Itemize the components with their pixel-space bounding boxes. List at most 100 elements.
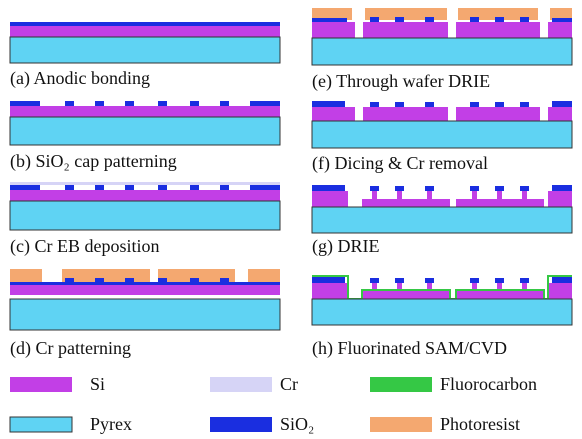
legend-label: Si bbox=[90, 374, 105, 394]
photoresist bbox=[248, 269, 280, 282]
sio2-cap bbox=[250, 185, 280, 190]
sio2-cap bbox=[65, 278, 74, 283]
sio2-cap bbox=[425, 17, 434, 22]
sio2-cap bbox=[65, 185, 74, 190]
sio2-cap bbox=[395, 17, 404, 22]
sio2-cap bbox=[312, 18, 347, 22]
si-layer bbox=[10, 106, 280, 117]
pyrex-layer bbox=[10, 299, 280, 330]
sio2-cap bbox=[65, 101, 74, 106]
si-pillar bbox=[427, 191, 432, 199]
si-layer bbox=[456, 22, 540, 38]
si-layer bbox=[363, 107, 448, 121]
si-pillar bbox=[397, 191, 402, 199]
si-layer bbox=[548, 22, 572, 38]
sio2-cap bbox=[220, 185, 229, 190]
cr-layer bbox=[10, 182, 280, 185]
sio2-cap bbox=[10, 185, 40, 190]
pyrex-layer bbox=[312, 207, 572, 233]
step-caption: (b) SiO₂ cap patterning bbox=[10, 151, 177, 172]
step-caption: (e) Through wafer DRIE bbox=[312, 71, 490, 92]
photoresist bbox=[10, 269, 42, 282]
sio2-cap bbox=[495, 102, 504, 107]
step-caption: (h) Fluorinated SAM/CVD bbox=[312, 338, 507, 359]
sio2-cap bbox=[190, 278, 199, 283]
sio2-cap bbox=[10, 101, 40, 106]
sio2-cap bbox=[425, 186, 434, 191]
si-layer bbox=[312, 283, 348, 299]
sio2-cap bbox=[495, 186, 504, 191]
sio2-cap bbox=[520, 102, 529, 107]
legend-swatch bbox=[10, 377, 72, 392]
si-layer bbox=[10, 285, 280, 295]
sio2-cap bbox=[312, 185, 345, 191]
step-caption: (a) Anodic bonding bbox=[10, 68, 150, 89]
pyrex-layer bbox=[312, 121, 572, 148]
sio2-cap bbox=[370, 278, 379, 283]
si-layer bbox=[456, 291, 544, 299]
sio2-cap bbox=[158, 185, 167, 190]
sio2-cap bbox=[220, 101, 229, 106]
sio2-cap bbox=[370, 186, 379, 191]
sio2-layer bbox=[10, 282, 280, 285]
sio2-cap bbox=[425, 102, 434, 107]
si-pillar bbox=[472, 191, 477, 199]
step-caption: (g) DRIE bbox=[312, 236, 379, 257]
sio2-cap bbox=[520, 278, 529, 283]
sio2-cap bbox=[552, 101, 572, 107]
legend-label: Photoresist bbox=[440, 414, 520, 434]
si-pillar bbox=[522, 191, 527, 199]
si-pillar bbox=[372, 191, 377, 199]
legend-swatch bbox=[370, 377, 432, 392]
sio2-cap bbox=[158, 101, 167, 106]
pyrex-layer bbox=[10, 37, 280, 63]
si-layer bbox=[362, 199, 450, 207]
sio2-cap bbox=[370, 17, 379, 22]
si-layer bbox=[10, 190, 280, 201]
si-layer bbox=[548, 107, 572, 121]
sio2-cap bbox=[125, 101, 134, 106]
legend-label: SiO₂ bbox=[280, 414, 314, 434]
pyrex-layer bbox=[10, 117, 280, 145]
si-layer bbox=[10, 26, 280, 37]
legend-swatch bbox=[210, 377, 272, 392]
sio2-cap bbox=[520, 186, 529, 191]
sio2-cap bbox=[250, 101, 280, 106]
process-diagram: (a) Anodic bonding (b) SiO₂ cap patternin… bbox=[0, 0, 582, 439]
sio2-cap bbox=[495, 17, 504, 22]
step-caption: (d) Cr patterning bbox=[10, 338, 131, 359]
pyrex-layer bbox=[10, 201, 280, 230]
legend-label: Pyrex bbox=[90, 414, 132, 434]
step-caption: (f) Dicing & Cr removal bbox=[312, 153, 488, 174]
sio2-cap bbox=[312, 277, 345, 283]
sio2-cap bbox=[190, 185, 199, 190]
sio2-cap bbox=[158, 278, 167, 283]
sio2-cap bbox=[470, 102, 479, 107]
legend-label: Fluorocarbon bbox=[440, 374, 537, 394]
sio2-cap bbox=[552, 185, 572, 191]
si-layer bbox=[363, 22, 448, 38]
pyrex-layer bbox=[312, 38, 572, 65]
legend-label: Cr bbox=[280, 374, 298, 394]
si-layer bbox=[548, 283, 572, 299]
sio2-cap bbox=[220, 278, 229, 283]
si-layer bbox=[312, 191, 348, 207]
sio2-cap bbox=[425, 278, 434, 283]
sio2-cap bbox=[470, 278, 479, 283]
legend-swatch bbox=[370, 417, 432, 432]
sio2-layer bbox=[10, 22, 280, 26]
si-layer bbox=[548, 191, 572, 207]
si-layer bbox=[456, 107, 540, 121]
sio2-cap bbox=[552, 18, 572, 22]
sio2-cap bbox=[495, 278, 504, 283]
sio2-cap bbox=[312, 101, 345, 107]
si-layer bbox=[312, 107, 355, 121]
sio2-cap bbox=[190, 101, 199, 106]
sio2-cap bbox=[125, 185, 134, 190]
sio2-cap bbox=[395, 102, 404, 107]
sio2-cap bbox=[95, 101, 104, 106]
sio2-cap bbox=[470, 17, 479, 22]
sio2-cap bbox=[395, 186, 404, 191]
pyrex-layer bbox=[312, 299, 572, 325]
step-caption: (c) Cr EB deposition bbox=[10, 236, 159, 257]
